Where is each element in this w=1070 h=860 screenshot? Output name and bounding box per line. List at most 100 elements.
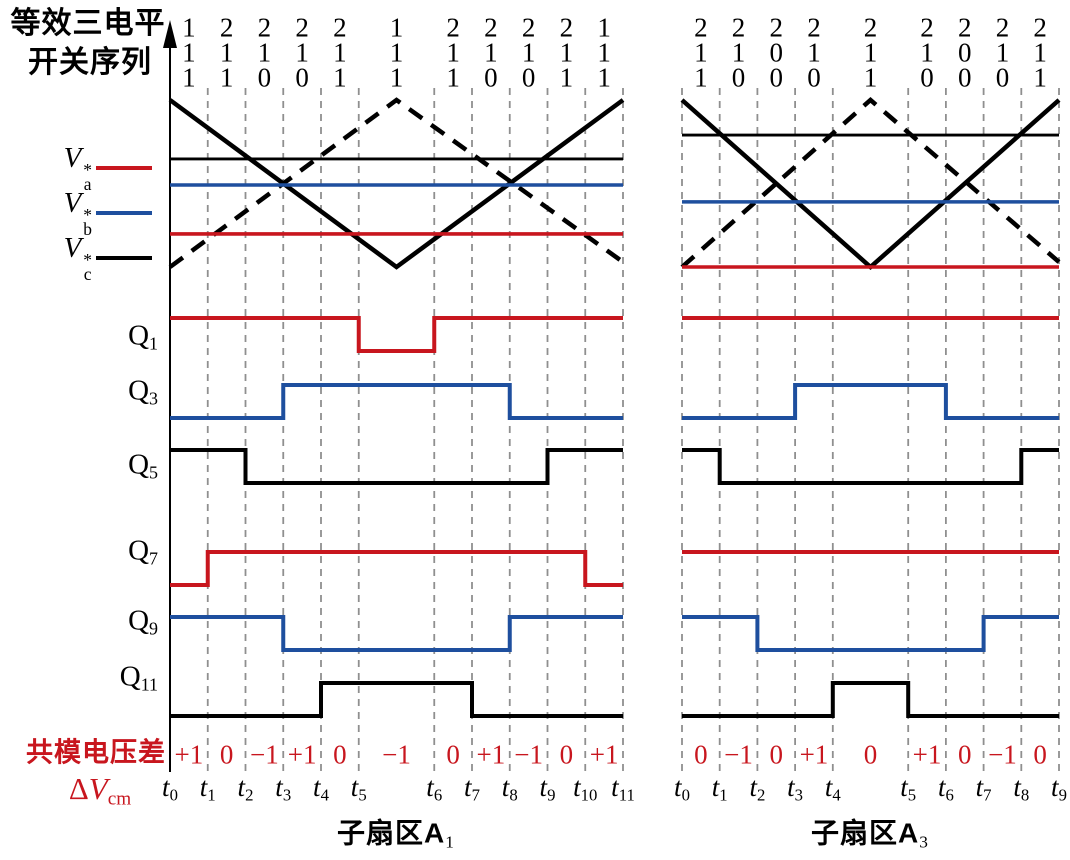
t-index: 0 bbox=[681, 785, 690, 805]
seq-value: 1 bbox=[559, 37, 574, 68]
time-label: t4 bbox=[825, 773, 841, 804]
seq-value: 1 bbox=[219, 62, 234, 93]
t-index: 9 bbox=[547, 785, 556, 805]
figure-title-line1: 等效三电平 bbox=[10, 7, 166, 40]
subsector-a1-label: 子扇区A1 bbox=[337, 817, 455, 852]
seq-value: 2 bbox=[257, 12, 272, 43]
seq-value: 1 bbox=[597, 12, 611, 43]
seq-value: 2 bbox=[219, 12, 234, 43]
waveform-q5 bbox=[682, 448, 1059, 485]
t-index: 8 bbox=[1020, 785, 1030, 805]
t-index: 7 bbox=[983, 785, 992, 805]
seq-value: 0 bbox=[958, 37, 972, 68]
legend-swatch-vb bbox=[96, 211, 152, 215]
v-glyph: V bbox=[88, 771, 108, 807]
seq-value: 1 bbox=[484, 37, 498, 68]
legend-label-vb: V * b bbox=[64, 188, 92, 238]
t-glyph: t bbox=[501, 771, 510, 802]
seq-value: 1 bbox=[389, 62, 404, 93]
seq-value: 1 bbox=[257, 37, 272, 68]
seq-value: 2 bbox=[694, 12, 708, 43]
seq-value: 1 bbox=[389, 12, 404, 43]
waveform-q5 bbox=[170, 448, 623, 485]
q7-label: Q7 bbox=[128, 536, 158, 569]
carrier-solid bbox=[680, 98, 1061, 271]
t-glyph: t bbox=[426, 771, 434, 802]
q3-label: Q3 bbox=[128, 374, 158, 408]
t-glyph: t bbox=[237, 771, 246, 802]
t-index: 11 bbox=[618, 785, 635, 805]
t-glyph: t bbox=[539, 771, 548, 802]
time-label: t3 bbox=[275, 771, 292, 805]
t-glyph: t bbox=[937, 771, 946, 802]
seq-value: 2 bbox=[1033, 12, 1047, 43]
seq-value: 2 bbox=[731, 12, 746, 43]
seq-value: 0 bbox=[958, 62, 972, 93]
time-label: t7 bbox=[464, 773, 480, 804]
seq-value: 1 bbox=[995, 37, 1010, 68]
waveform-q3 bbox=[682, 383, 1059, 420]
q-glyph: Q bbox=[128, 374, 150, 407]
q-index: 7 bbox=[149, 548, 158, 569]
seq-value: 0 bbox=[995, 62, 1010, 93]
v-glyph: V bbox=[63, 231, 82, 264]
seq-value: 1 bbox=[597, 62, 611, 93]
waveform-q11 bbox=[682, 681, 1059, 718]
seq-value: 2 bbox=[920, 12, 934, 43]
subsector-a1-text: 子扇区A bbox=[337, 817, 446, 849]
common-mode-voltage-title: 共模电压差 bbox=[26, 737, 166, 768]
seq-value: 1 bbox=[694, 62, 708, 93]
legend-swatch-vc bbox=[96, 256, 152, 260]
seq-value: 1 bbox=[446, 37, 460, 68]
sup-sub-stack: * c bbox=[83, 251, 92, 283]
subsector-a3-label: 子扇区A3 bbox=[811, 819, 929, 851]
t-glyph: t bbox=[975, 771, 984, 802]
q-index: 11 bbox=[140, 674, 158, 695]
stack-part: * bbox=[83, 159, 92, 180]
seq-value: 0 bbox=[769, 62, 784, 93]
seq-value: 1 bbox=[920, 37, 934, 68]
seq-value: 0 bbox=[521, 62, 536, 93]
dvcm-value: +1 bbox=[912, 739, 942, 770]
t-index: 10 bbox=[580, 785, 598, 805]
time-label: t0 bbox=[162, 771, 178, 805]
t-index: 3 bbox=[282, 785, 292, 805]
subsector-a1-sub: 1 bbox=[445, 832, 455, 852]
t-glyph: t bbox=[313, 771, 321, 802]
dvcm-value: 0 bbox=[769, 739, 784, 770]
t-glyph: t bbox=[900, 771, 908, 802]
seq-value: 2 bbox=[958, 12, 972, 43]
seq-value: 1 bbox=[446, 62, 460, 93]
time-label: t1 bbox=[199, 771, 216, 805]
seq-value: 0 bbox=[807, 62, 821, 93]
t-glyph: t bbox=[199, 771, 208, 802]
t-glyph: t bbox=[162, 771, 170, 802]
t-index: 8 bbox=[509, 785, 518, 805]
t-index: 1 bbox=[207, 785, 216, 805]
time-label: t5 bbox=[351, 773, 367, 804]
t-index: 5 bbox=[907, 785, 917, 805]
waveform-q1 bbox=[170, 316, 623, 353]
seq-value: 2 bbox=[559, 12, 574, 43]
q-glyph: Q bbox=[128, 604, 150, 637]
seq-value: 1 bbox=[807, 37, 821, 68]
time-label: t6 bbox=[937, 771, 954, 804]
dvcm-value: 0 bbox=[863, 739, 878, 770]
seq-value: 1 bbox=[182, 62, 196, 93]
sup-sub-stack: * b bbox=[83, 206, 92, 238]
dvcm-value: 0 bbox=[559, 739, 574, 770]
t-glyph: t bbox=[275, 771, 283, 802]
q9-label: Q9 bbox=[128, 604, 158, 638]
seq-value: 1 bbox=[389, 37, 404, 68]
t-index: 2 bbox=[756, 785, 766, 805]
seq-value: 1 bbox=[219, 37, 234, 68]
time-label: t8 bbox=[1013, 773, 1030, 805]
time-label: t4 bbox=[313, 771, 329, 804]
delta-vcm-symbol: ΔVcm bbox=[69, 773, 131, 809]
seq-value: 1 bbox=[295, 37, 309, 68]
dvcm-value: 0 bbox=[694, 739, 708, 770]
t-index: 0 bbox=[169, 785, 178, 805]
seq-value: 2 bbox=[995, 12, 1010, 43]
